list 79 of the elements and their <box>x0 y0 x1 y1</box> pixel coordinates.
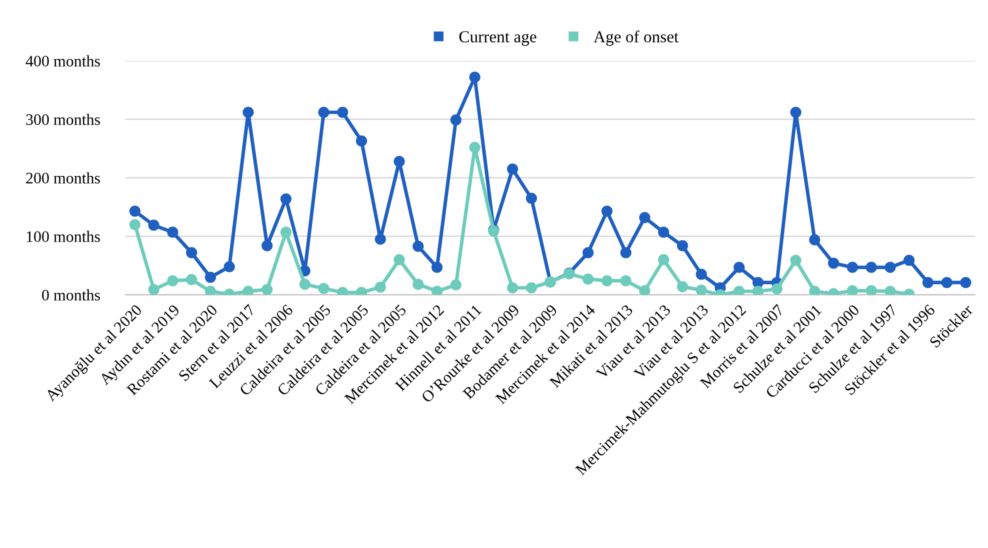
point <box>262 240 273 252</box>
point <box>884 286 896 295</box>
point <box>280 226 292 238</box>
point <box>394 254 405 266</box>
point <box>469 72 480 83</box>
point <box>526 282 537 294</box>
point <box>526 192 537 204</box>
point <box>752 286 764 295</box>
point <box>790 106 802 118</box>
y-tick-label: 400 months <box>26 55 100 67</box>
point <box>620 275 632 286</box>
y-tick-label: 100 months <box>26 230 100 242</box>
point <box>186 247 198 258</box>
point <box>639 285 650 295</box>
point <box>601 206 613 217</box>
point <box>582 247 594 258</box>
point <box>922 276 934 288</box>
y-tick-label: 0 months <box>42 289 100 301</box>
point <box>431 286 443 295</box>
point <box>846 285 858 295</box>
legend-label: Current age <box>459 31 536 46</box>
point <box>696 268 707 280</box>
y-tick-label: 200 months <box>26 172 100 184</box>
point <box>374 282 386 293</box>
point <box>167 275 178 286</box>
point <box>734 286 745 295</box>
point <box>620 247 632 258</box>
point <box>658 226 670 238</box>
point <box>809 234 820 246</box>
point <box>412 240 424 252</box>
point <box>696 284 707 295</box>
point <box>941 276 952 288</box>
point <box>828 258 840 269</box>
point <box>658 254 670 266</box>
point <box>280 193 292 204</box>
point <box>129 206 140 217</box>
point <box>242 286 254 295</box>
point <box>506 163 518 175</box>
point <box>469 142 480 153</box>
y-tick-label: 300 months <box>26 114 100 126</box>
point <box>771 283 782 295</box>
point <box>450 279 462 290</box>
point <box>167 226 178 238</box>
point <box>866 262 877 273</box>
point <box>186 274 198 286</box>
point <box>129 219 140 230</box>
legend-label: Age of onset <box>594 30 679 46</box>
point <box>506 282 518 294</box>
point <box>960 276 972 288</box>
point <box>846 262 858 273</box>
point <box>148 220 160 231</box>
point <box>601 275 613 286</box>
point <box>866 285 877 295</box>
point <box>337 106 348 118</box>
point <box>884 262 896 273</box>
point <box>262 284 273 295</box>
point <box>148 284 160 295</box>
point <box>676 240 688 252</box>
point <box>734 262 745 273</box>
point <box>318 282 330 294</box>
point <box>809 286 820 295</box>
point <box>224 261 235 272</box>
point <box>356 135 368 147</box>
point <box>450 114 462 126</box>
point <box>204 272 216 283</box>
point <box>204 286 216 295</box>
point <box>676 281 688 292</box>
point <box>790 254 802 266</box>
point <box>639 212 650 224</box>
point <box>299 278 310 290</box>
point <box>412 278 424 290</box>
point <box>431 262 443 273</box>
point <box>582 273 594 285</box>
point <box>394 156 405 167</box>
point <box>242 106 254 118</box>
point <box>374 234 386 245</box>
point <box>904 254 915 266</box>
point <box>752 276 764 288</box>
point <box>318 106 330 118</box>
